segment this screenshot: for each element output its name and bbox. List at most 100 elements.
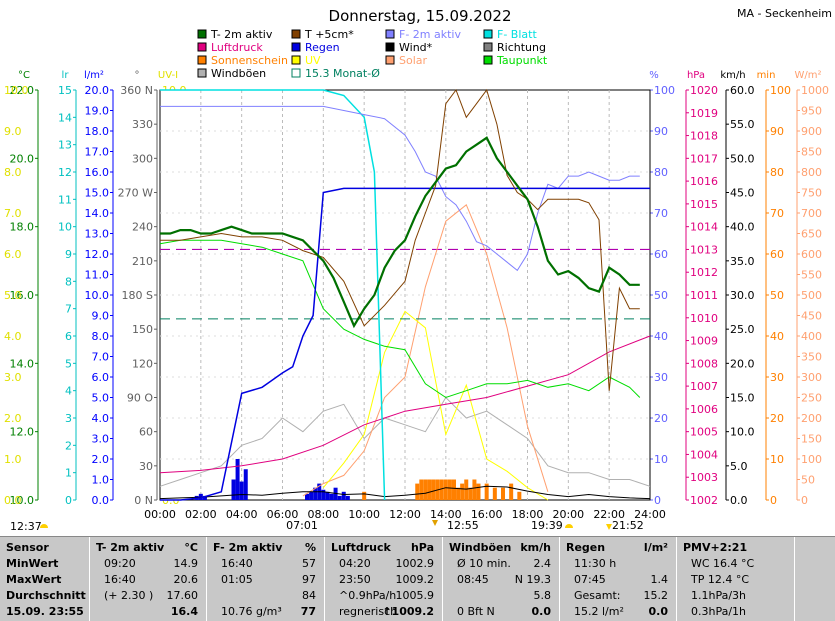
sunmin-tick-label: 50 <box>770 289 784 302</box>
rain-tick-label: 7.0 <box>92 351 110 364</box>
cell-label: WC 16.4 °C <box>691 557 755 570</box>
solar-tick-label: 550 <box>801 269 822 282</box>
rain-tick-label: 13.0 <box>85 228 110 241</box>
temp-tick-label: 16.0 <box>10 289 35 302</box>
wind-tick-label: 55.0 <box>730 118 755 131</box>
header-unit: % <box>304 541 316 554</box>
sunmin-tick-label: 30 <box>770 371 784 384</box>
cell-value: 84 <box>302 589 316 602</box>
sunshine-bar <box>427 479 432 500</box>
sunshine-bar <box>501 487 505 500</box>
cell-value: 0.0 <box>531 605 552 618</box>
header-unit: hPa <box>410 541 434 554</box>
cell-label: TP 12.4 °C <box>691 573 750 586</box>
header-label: Regen <box>566 541 606 554</box>
wind-tick-label: 30.0 <box>730 289 755 302</box>
table-column-sensor: Sensor MinWert MaxWert Durchschnitt 15.09. 2… <box>0 537 90 621</box>
cell-value: N 19.3 <box>514 573 551 586</box>
pressure-tick-label: 1015 <box>690 198 718 211</box>
pressure-tick-label: 1005 <box>690 426 718 439</box>
wind-tick-label: 60.0 <box>730 84 755 97</box>
leaf-tick-label: 1 <box>65 467 72 480</box>
sunmin-tick-label: 20 <box>770 412 784 425</box>
series-t-2m-aktiv <box>160 136 640 329</box>
sunmin-tick-label: 0 <box>770 494 777 507</box>
humidity-unit: % <box>649 70 659 81</box>
sunshine-bar <box>362 491 367 500</box>
cell-label: 15.2 l/m² <box>574 605 624 618</box>
time-tick-label: 00:00 <box>144 508 176 521</box>
wind-tick-label: 20.0 <box>730 357 755 370</box>
header-label: T- 2m aktiv <box>96 541 165 554</box>
solar-tick-label: 850 <box>801 146 822 159</box>
dir-tick-label: 270 W <box>118 187 153 200</box>
dir-tick-label: 180 S <box>122 289 153 302</box>
table-column-t-2m-aktiv: T- 2m aktiv °C 09:20 14.9 16:40 20.6 (+ 2.30 )… <box>90 537 207 621</box>
rain-tick-label: 6.0 <box>92 371 110 384</box>
humidity-tick-label: 70 <box>654 207 668 220</box>
solar-tick-label: 350 <box>801 351 822 364</box>
legend-swatch <box>197 55 207 65</box>
series-luftdruck <box>159 335 651 474</box>
cell-label: 10.76 g/m³ <box>221 605 282 618</box>
sunshine-bar <box>456 487 461 500</box>
legend-swatch <box>483 55 493 65</box>
header-label: F- 2m aktiv <box>213 541 283 554</box>
wind-unit: km/h <box>720 70 745 81</box>
time-tick-label: 06:00 <box>267 508 299 521</box>
cell-value: 15.2 <box>643 589 669 602</box>
solar-tick-label: 400 <box>801 330 822 343</box>
time-tick-label: 16:00 <box>471 508 503 521</box>
rain-tick-label: 14.0 <box>85 207 110 220</box>
rain-bar <box>329 493 334 500</box>
temp-unit: °C <box>18 70 30 81</box>
table-header: T- 2m aktiv °C <box>90 540 206 556</box>
leaf-tick-label: 5 <box>65 357 72 370</box>
table-row: 23:50 1009.2 <box>325 572 442 588</box>
table-row: 16:40 57 <box>207 556 324 572</box>
summary-table: Sensor MinWert MaxWert Durchschnitt 15.09. 2… <box>0 536 835 621</box>
uv-tick-label: 8.0 <box>4 166 22 179</box>
leaf-tick-label: 14 <box>58 111 72 124</box>
humidity-tick-label: 10 <box>654 453 668 466</box>
legend-swatch <box>291 29 301 39</box>
legend-label: Luftdruck <box>211 41 263 54</box>
rain-bar <box>345 495 350 500</box>
cell-label: 11:30 h <box>574 557 617 570</box>
humidity-tick-label: 80 <box>654 166 668 179</box>
series-regen <box>160 187 650 501</box>
legend-label: 15.3 Monat-Ø <box>305 67 380 80</box>
legend: T- 2m aktiv T +5cm* F- 2m aktiv F- Blatt Luf… <box>197 28 548 80</box>
moon-marker-icon <box>606 524 612 530</box>
sunmin-tick-label: 60 <box>770 248 784 261</box>
dir-tick-label: 300 <box>132 152 153 165</box>
pressure-tick-label: 1006 <box>690 403 718 416</box>
rain-tick-label: 17.0 <box>85 146 110 159</box>
table-row: 01:05 97 <box>207 572 324 588</box>
legend-swatch <box>483 42 493 52</box>
legend-item-f-2m-aktiv: F- 2m aktiv <box>385 28 461 41</box>
rain-tick-label: 5.0 <box>92 392 110 405</box>
humidity-tick-label: 40 <box>654 330 668 343</box>
rain-tick-label: 4.0 <box>92 412 110 425</box>
table-row: WC 16.4 °C <box>677 556 794 572</box>
sunshine-bar <box>509 483 514 500</box>
wind-axis: km/h 60.0 55.0 50.0 45.0 40.0 35.0 30.0 25.0 20.0… <box>720 70 754 507</box>
sunshine-bar <box>492 487 497 500</box>
cell-value: 77 <box>300 605 316 618</box>
table-row: 11:30 h <box>560 556 676 572</box>
solar-tick-label: 600 <box>801 248 822 261</box>
legend-label: F- 2m aktiv <box>399 28 461 41</box>
solar-tick-label: 300 <box>801 371 822 384</box>
leaf-tick-label: 7 <box>65 303 72 316</box>
cell-value: 57 <box>302 557 316 570</box>
humidity-tick-label: 90 <box>654 125 668 138</box>
rain-tick-label: 20.0 <box>85 84 110 97</box>
cell-label: 04:20 <box>339 557 371 570</box>
cell-label: regnerisch <box>339 605 398 618</box>
cell-label: Durchschnitt <box>6 589 86 602</box>
dir-tick-label: 330 <box>132 118 153 131</box>
header-label: PMV+2:21 <box>683 541 748 554</box>
pressure-tick-label: 1003 <box>690 471 718 484</box>
rain-bar <box>305 493 309 500</box>
